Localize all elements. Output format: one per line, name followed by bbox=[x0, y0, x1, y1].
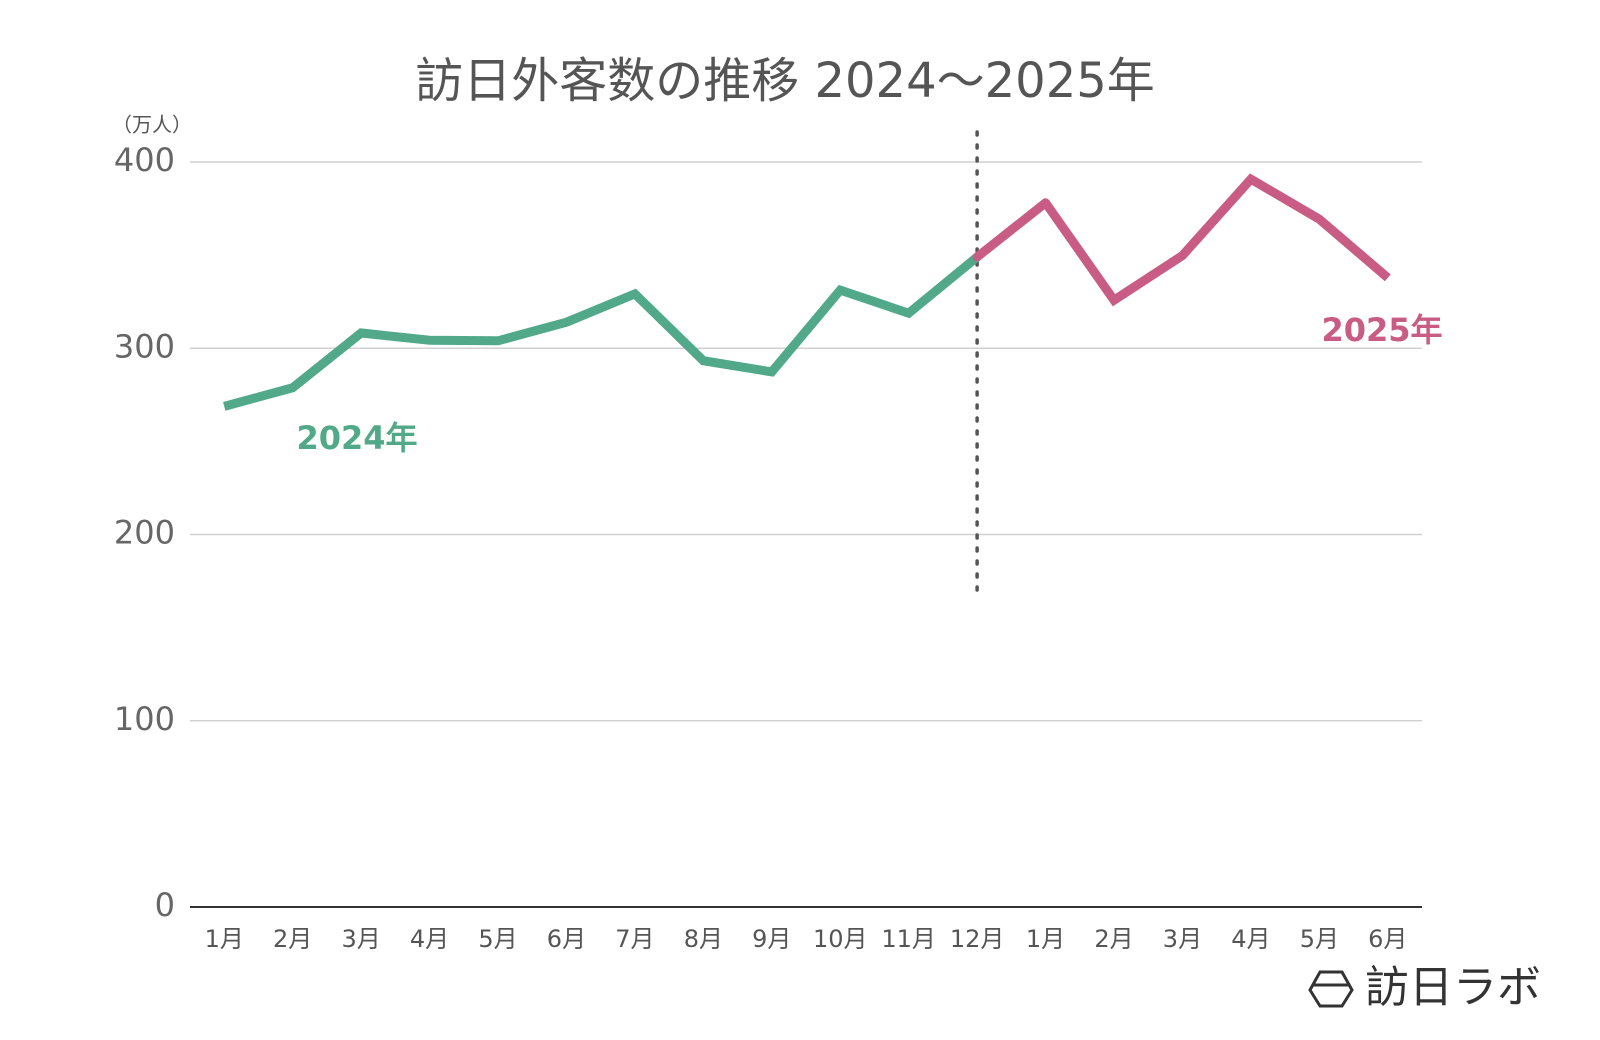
series-line bbox=[1041, 173, 1391, 307]
x-tick-label: 3月 bbox=[1163, 925, 1202, 953]
x-tick-label: 10月 bbox=[813, 925, 868, 953]
y-tick-label: 400 bbox=[114, 141, 175, 179]
x-tick-label: 12月 bbox=[950, 925, 1005, 953]
x-tick-label: 6月 bbox=[547, 925, 586, 953]
x-tick-label: 5月 bbox=[478, 925, 517, 953]
watermark-logo: 訪日ラボ bbox=[1308, 962, 1541, 1013]
y-tick-label: 0 bbox=[155, 886, 175, 924]
logo-icon bbox=[1308, 970, 1354, 1008]
chart-title: 訪日外客数の推移 2024〜2025年 bbox=[415, 53, 1155, 109]
x-tick-label: 4月 bbox=[410, 925, 449, 953]
x-tick-label: 8月 bbox=[684, 925, 723, 953]
watermark: 訪日ラボ bbox=[1365, 962, 1541, 1013]
x-tick-label: 1月 bbox=[205, 925, 244, 953]
y-unit-label: （万人） bbox=[112, 113, 192, 137]
x-tick-label: 5月 bbox=[1300, 925, 1339, 953]
x-tick-label: 11月 bbox=[881, 925, 936, 953]
x-tick-label: 7月 bbox=[615, 925, 654, 953]
y-tick-label: 100 bbox=[114, 700, 175, 738]
x-tick-label: 1月 bbox=[1026, 925, 1065, 953]
y-tick-label: 300 bbox=[114, 327, 175, 365]
x-tick-label: 6月 bbox=[1368, 925, 1407, 953]
series-label: 2025年 bbox=[1321, 311, 1442, 349]
series-label: 2024年 bbox=[296, 419, 417, 457]
x-tick-label: 2月 bbox=[1094, 925, 1133, 953]
x-tick-label: 2月 bbox=[273, 925, 312, 953]
series-line bbox=[223, 253, 980, 411]
x-tick-label: 9月 bbox=[752, 925, 791, 953]
y-tick-label: 200 bbox=[114, 514, 175, 552]
series-connector bbox=[972, 198, 1051, 262]
x-tick-label: 3月 bbox=[341, 925, 380, 953]
x-tick-label: 4月 bbox=[1231, 925, 1270, 953]
